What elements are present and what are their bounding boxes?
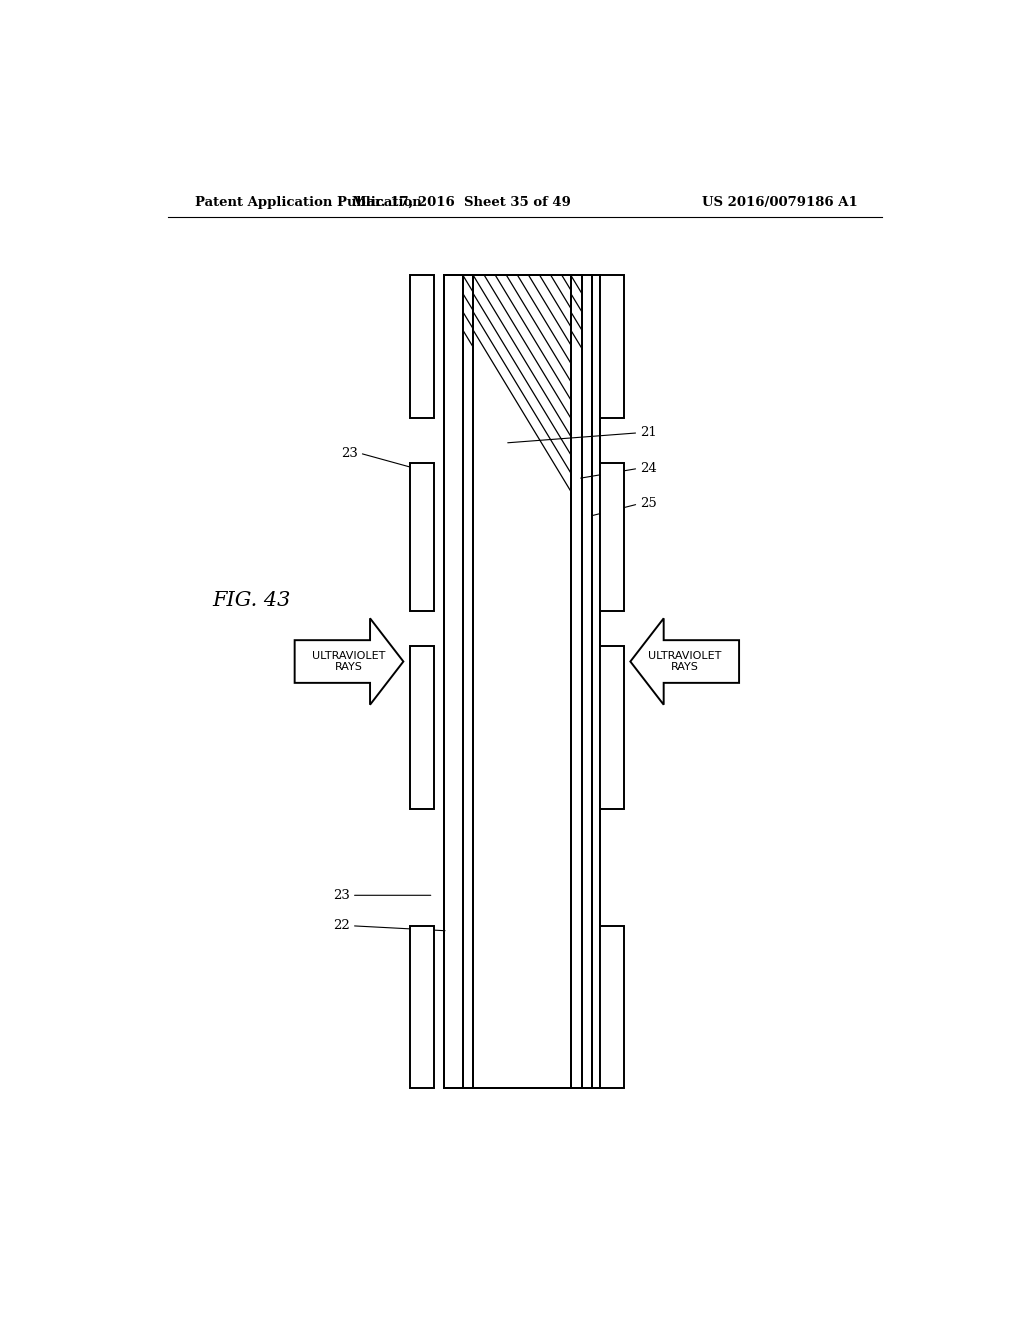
Bar [463,276,473,1089]
Polygon shape [631,618,739,705]
Text: ULTRAVIOLET
RAYS: ULTRAVIOLET RAYS [312,651,386,672]
Bar [600,925,624,1089]
Text: FIG. 43: FIG. 43 [212,591,290,610]
Bar [582,276,592,1089]
Text: ULTRAVIOLET
RAYS: ULTRAVIOLET RAYS [648,651,721,672]
Bar [600,463,624,611]
Bar [410,463,433,611]
Bar [443,276,463,1089]
Text: 24: 24 [640,462,656,475]
Text: Mar. 17, 2016  Sheet 35 of 49: Mar. 17, 2016 Sheet 35 of 49 [352,195,570,209]
Bar [473,276,570,1089]
Bar [410,276,433,417]
Text: 22: 22 [334,919,350,932]
Polygon shape [295,618,403,705]
Bar [410,925,433,1089]
Bar [582,276,592,1089]
Bar [443,276,463,1089]
Bar [600,276,624,417]
Text: 25: 25 [640,498,656,511]
Bar [463,276,473,1089]
Bar [592,276,600,1089]
Bar [473,276,570,1089]
Bar [570,276,582,1089]
Bar [410,647,433,809]
Bar [592,276,600,1089]
Text: 23: 23 [334,888,350,902]
Text: US 2016/0079186 A1: US 2016/0079186 A1 [702,195,858,209]
Text: 23: 23 [341,446,358,459]
Text: 21: 21 [640,426,656,440]
Bar [570,276,582,1089]
Text: Patent Application Publication: Patent Application Publication [196,195,422,209]
Bar [600,647,624,809]
